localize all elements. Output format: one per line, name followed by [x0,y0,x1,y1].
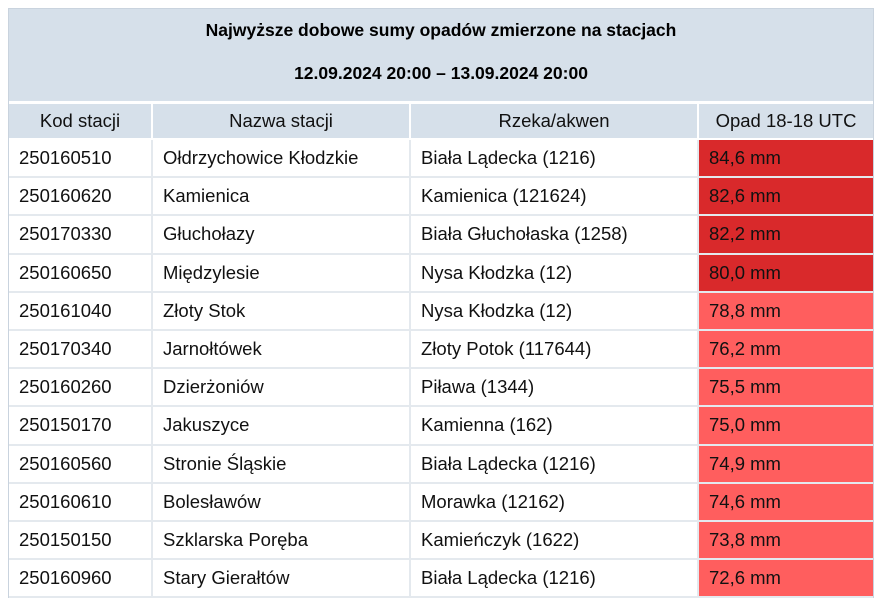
table-row: 250161040 Złoty Stok Nysa Kłodzka (12) 78,8… [9,292,873,331]
precipitation-cell: 75,5 mm [699,369,873,406]
precipitation-cell: 76,2 mm [699,330,873,368]
station-code-cell: 250161040 [9,292,153,329]
station-code-cell: 250160650 [9,254,153,291]
precipitation-cell: 74,6 mm [699,483,873,520]
river-cell: Nysa Kłodzka (12) [411,254,699,291]
river-cell: Piława (1344) [411,369,699,406]
column-header-name: Nazwa stacji [153,104,411,138]
table-row: 250160560 Stronie Śląskie Biała Lądecka (1… [9,445,873,484]
station-code-cell: 250160560 [9,445,153,482]
station-code-cell: 250170340 [9,330,153,368]
station-name-cell: Stary Gierałtów [153,560,411,597]
river-cell: Kamieńczyk (1622) [411,521,699,559]
station-code-cell: 250160260 [9,369,153,406]
station-name-cell: Szklarska Poręba [153,521,411,559]
table-row: 250160960 Stary Gierałtów Biała Lądecka (1… [9,560,873,598]
table-row: 250150170 Jakuszyce Kamienna (162) 75,0 mm [9,407,873,446]
precipitation-cell: 80,0 mm [699,254,873,291]
station-name-cell: Kamienica [153,178,411,215]
precipitation-cell: 73,8 mm [699,521,873,559]
river-cell: Biała Lądecka (1216) [411,140,699,177]
river-cell: Kamienna (162) [411,407,699,444]
table-row: 250160510 Ołdrzychowice Kłodzkie Biała Ląd… [9,140,873,179]
precipitation-cell: 82,6 mm [699,178,873,215]
river-cell: Nysa Kłodzka (12) [411,292,699,329]
station-name-cell: Międzylesie [153,254,411,291]
river-cell: Biała Głuchołaska (1258) [411,216,699,253]
table-row: 250170340 Jarnołtówek Złoty Potok (117644)… [9,330,873,370]
river-cell: Morawka (12162) [411,483,699,520]
station-code-cell: 250150170 [9,407,153,444]
table-row: 250160610 Bolesławów Morawka (12162) 74,6 m… [9,483,873,522]
column-header-code: Kod stacji [9,104,153,138]
river-cell: Złoty Potok (117644) [411,330,699,368]
precipitation-cell: 82,2 mm [699,216,873,253]
river-cell: Biała Lądecka (1216) [411,560,699,597]
river-cell: Kamienica (121624) [411,178,699,215]
station-code-cell: 250170330 [9,216,153,253]
station-name-cell: Bolesławów [153,483,411,520]
station-name-cell: Jarnołtówek [153,330,411,368]
table-row: 250170330 Głuchołazy Biała Głuchołaska (12… [9,216,873,255]
precipitation-cell: 74,9 mm [699,445,873,482]
table-row: 250160620 Kamienica Kamienica (121624) 82,6… [9,178,873,217]
date-range: 12.09.2024 20:00 – 13.09.2024 20:00 [294,63,588,83]
precipitation-cell: 78,8 mm [699,292,873,329]
station-code-cell: 250160610 [9,483,153,520]
table-row: 250160650 Międzylesie Nysa Kłodzka (12) 80,… [9,254,873,293]
station-code-cell: 250160510 [9,140,153,177]
station-code-cell: 250160960 [9,560,153,597]
precipitation-cell: 75,0 mm [699,407,873,444]
station-name-cell: Dzierżoniów [153,369,411,406]
station-name-cell: Jakuszyce [153,407,411,444]
station-name-cell: Głuchołazy [153,216,411,253]
station-code-cell: 250150150 [9,521,153,559]
precipitation-cell: 84,6 mm [699,140,873,177]
river-cell: Biała Lądecka (1216) [411,445,699,482]
table-body: 250160510 Ołdrzychowice Kłodzkie Biała Ląd… [9,140,873,598]
column-header-precip: Opad 18-18 UTC [715,110,857,131]
table-row: 250160260 Dzierżoniów Piława (1344) 75,5 mm [9,369,873,408]
precipitation-table: Najwyższe dobowe sumy opadów zmierzone n… [8,8,874,598]
table-header: Najwyższe dobowe sumy opadów zmierzone n… [9,9,873,104]
station-name-cell: Ołdrzychowice Kłodzkie [153,140,411,177]
station-code-cell: 250160620 [9,178,153,215]
column-header-row: Kod stacji Nazwa stacji Rzeka/akwen Opad… [9,104,873,140]
column-header-river: Rzeka/akwen [411,104,699,138]
table-title: Najwyższe dobowe sumy opadów zmierzone n… [205,20,677,40]
station-name-cell: Złoty Stok [153,292,411,329]
precipitation-cell: 72,6 mm [699,560,873,597]
table-row: 250150150 Szklarska Poręba Kamieńczyk (162… [9,521,873,561]
station-name-cell: Stronie Śląskie [153,445,411,482]
